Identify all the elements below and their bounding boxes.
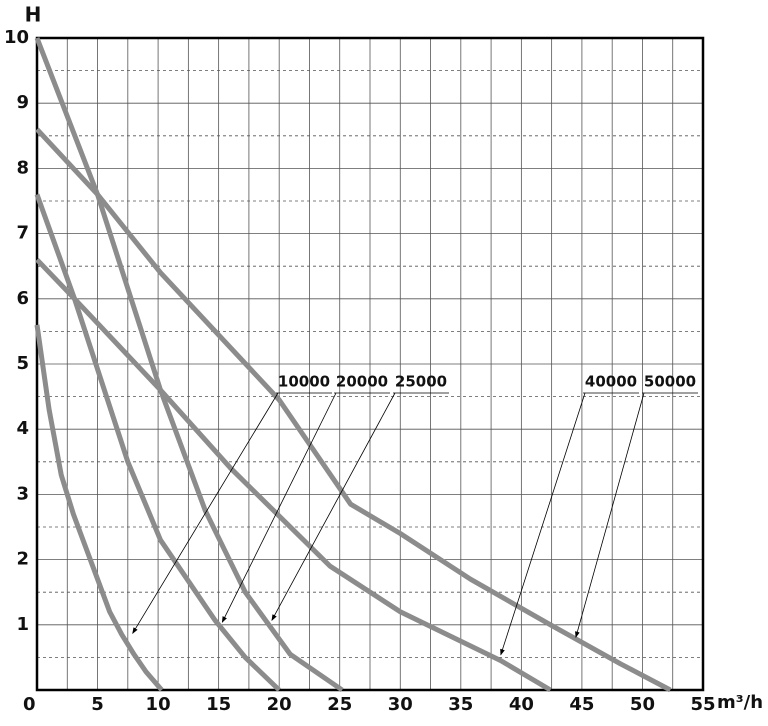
y-tick-label: 4 [16,418,29,439]
x-tick-label: 35 [448,694,473,715]
x-tick-label: 40 [509,694,534,715]
y-axis-label: H [25,3,42,27]
plot-border [35,36,705,692]
y-tick-label: 8 [16,157,29,178]
annotation-arrow [221,392,337,623]
x-tick-label: 5 [91,694,104,715]
y-tick-label: 2 [16,549,29,570]
y-tick-label: 10 [4,27,29,48]
x-tick-label: 15 [206,694,231,715]
x-tick-label: 30 [388,694,413,715]
annotation-label: 25000 [395,373,447,391]
y-tick-label: 6 [16,288,29,309]
series-line [35,127,672,693]
y-tick-label: 9 [16,92,29,113]
x-tick-label: 50 [630,694,655,715]
x-axis-label: m³/h [717,692,763,713]
annotation-arrow [575,392,645,638]
series-line [34,324,164,692]
x-tick-label: 55 [690,694,715,715]
y-tick-label: 5 [16,353,29,374]
series-line [35,257,552,693]
y-tick-label: 7 [16,223,29,244]
x-tick-label: 45 [569,694,594,715]
y-tick-label: 1 [16,614,29,635]
x-tick-label: 20 [267,694,292,715]
annotation-label: 10000 [278,373,330,391]
annotation-label: 20000 [336,373,388,391]
annotation-label: 40000 [585,373,637,391]
x-tick-label: 10 [146,694,171,715]
annotation-label: 50000 [644,373,696,391]
x-tick-label: 25 [327,694,352,715]
x-tick-label: 0 [23,694,36,715]
annotation-arrow [132,392,279,634]
annotation-arrow [500,392,586,656]
y-tick-label: 3 [16,483,29,504]
annotation-arrow [271,392,396,621]
